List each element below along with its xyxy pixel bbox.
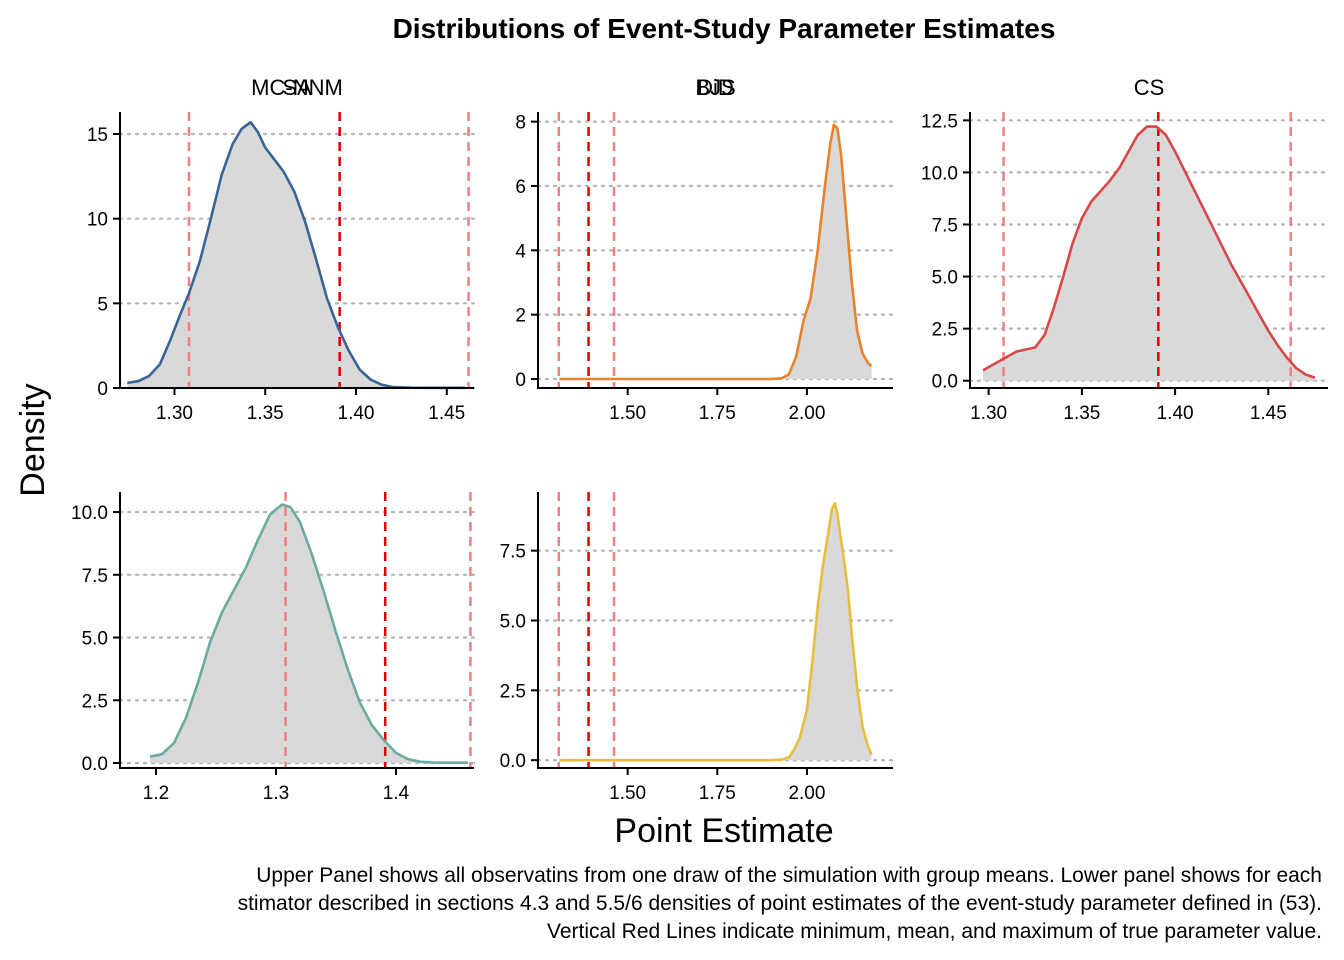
panel-bjs: BJS 0.0 2.5 5.0 7.5 1.50 1.75 2.00 [500, 75, 895, 804]
y-tick-label: 0.0 [932, 372, 958, 393]
y-tick-label: 5.0 [500, 612, 526, 633]
panels: MC-NNM 0 5 10 15 1.30 1.35 1.40 1.45 DiD 0 2 4 6 8 1.50… [71, 75, 1330, 804]
density-curve [127, 120, 465, 390]
y-tick-label: 12.5 [921, 111, 958, 132]
y-tick-label: 0 [515, 370, 526, 391]
chart-title: Distributions of Event-Study Parameter E… [393, 13, 1056, 44]
panel-title: MC-NNM [251, 75, 343, 100]
y-tick-label: 0.0 [500, 751, 526, 772]
y-tick-label: 6 [515, 177, 526, 198]
x-tick-label: 1.50 [609, 783, 646, 804]
y-tick-label: 15 [87, 125, 108, 146]
y-tick-label: 7.5 [932, 215, 958, 236]
y-tick-label: 7.5 [82, 566, 108, 587]
x-tick-label: 1.30 [156, 403, 193, 424]
panel-title: CS [1134, 75, 1165, 100]
x-tick-label: 1.3 [263, 783, 289, 804]
x-tick-label: 1.35 [247, 403, 284, 424]
panel-did: DiD 0 2 4 6 8 1.50 1.75 2.00 [515, 75, 895, 424]
y-tick-label: 2 [515, 306, 526, 327]
panel-mc-nnm: MC-NNM 0 5 10 15 1.30 1.35 1.40 1.45 [87, 75, 476, 424]
y-tick-label: 5 [97, 294, 108, 315]
density-area [983, 126, 1315, 381]
x-tick-label: 1.75 [699, 403, 736, 424]
x-tick-label: 1.45 [428, 403, 465, 424]
y-tick-label: 10.0 [921, 163, 958, 184]
x-tick-label: 1.75 [699, 783, 736, 804]
density-area [559, 503, 872, 761]
density-area [559, 124, 872, 380]
x-tick-label: 1.50 [609, 403, 646, 424]
density-area [150, 504, 468, 763]
y-tick-label: 5.0 [932, 268, 958, 289]
x-tick-label: 1.35 [1063, 403, 1100, 424]
density-curve [559, 123, 873, 381]
x-tick-label: 1.45 [1250, 403, 1287, 424]
panel-sa: SA 0.0 2.5 5.0 7.5 10.0 1.2 1.3 1.4 [71, 75, 476, 804]
y-tick-label: 5.0 [82, 629, 108, 650]
x-tick-label: 2.00 [788, 403, 825, 424]
caption-line-2: stimator described in sections 4.3 and 5… [238, 892, 1322, 915]
y-tick-label: 10.0 [71, 503, 108, 524]
density-curve [149, 503, 468, 764]
y-tick-label: 10 [87, 210, 108, 231]
y-tick-label: 8 [515, 113, 526, 134]
y-tick-label: 2.5 [82, 691, 108, 712]
density-area [127, 122, 465, 388]
panel-title: SA [282, 75, 312, 100]
x-tick-label: 1.2 [143, 783, 169, 804]
x-tick-label: 1.40 [338, 403, 375, 424]
x-tick-label: 2.00 [788, 783, 825, 804]
x-tick-label: 1.30 [970, 403, 1007, 424]
x-axis-title: Point Estimate [614, 812, 833, 850]
density-curve [982, 125, 1316, 379]
panel-title: DiD [697, 75, 734, 100]
panel-cs: CS 0.0 2.5 5.0 7.5 10.0 12.5 1.30 1.35 1.40 1.45 [921, 75, 1330, 424]
y-tick-label: 0.0 [82, 754, 108, 775]
panel-title: BJS [695, 75, 735, 100]
x-tick-label: 1.40 [1157, 403, 1194, 424]
y-tick-label: 4 [515, 241, 526, 262]
caption-line-1: Upper Panel shows all observatins from o… [256, 864, 1322, 887]
x-tick-label: 1.4 [383, 783, 410, 804]
y-tick-label: 7.5 [500, 542, 526, 563]
y-axis-title: Density [14, 383, 52, 496]
y-tick-label: 2.5 [932, 320, 958, 341]
density-curve [559, 501, 873, 762]
caption-line-3: Vertical Red Lines indicate minimum, mea… [547, 920, 1322, 943]
y-tick-label: 0 [97, 379, 108, 400]
y-tick-label: 2.5 [500, 681, 526, 702]
